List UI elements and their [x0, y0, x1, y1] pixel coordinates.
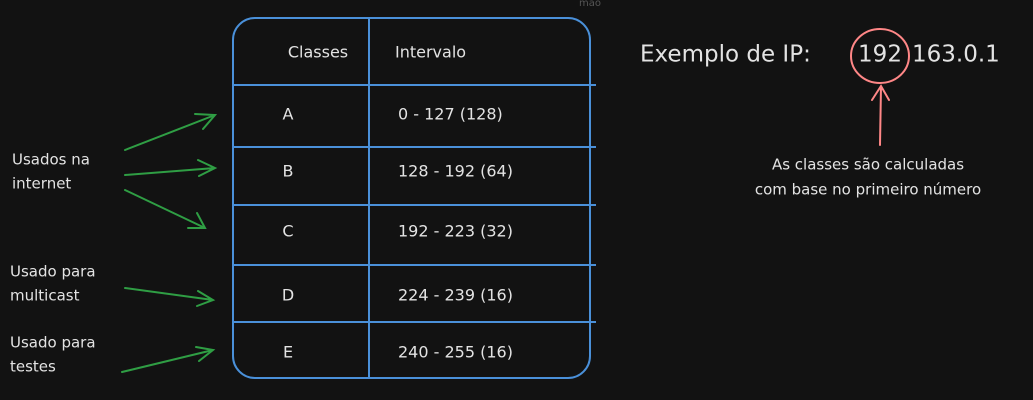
- table-border: [232, 17, 591, 379]
- example-label: Exemplo de IP:: [640, 42, 811, 68]
- class-cell: E: [283, 343, 293, 362]
- class-cell: D: [282, 286, 294, 305]
- note-line: com base no primeiro número: [755, 181, 981, 199]
- arrow: [124, 113, 218, 151]
- highlight-circle: [850, 28, 910, 84]
- arrow: [121, 346, 216, 373]
- annotation-line: multicast: [10, 287, 80, 305]
- arrow: [124, 159, 218, 177]
- annotation-line: Usado para: [10, 334, 96, 352]
- example-highlight: 192: [858, 42, 902, 68]
- interval-cell: 192 - 223 (32): [398, 222, 513, 241]
- example-rest: 163.0.1: [912, 42, 1000, 68]
- class-cell: C: [282, 222, 293, 241]
- annotation-line: testes: [10, 358, 56, 376]
- arrow: [124, 189, 207, 229]
- annotation-line: Usado para: [10, 263, 96, 281]
- note-arrow: [871, 84, 890, 146]
- header-cell: Classes: [288, 43, 348, 62]
- interval-cell: 128 - 192 (64): [398, 162, 513, 181]
- annotation-line: Usados na: [12, 151, 90, 169]
- class-cell: A: [283, 105, 294, 124]
- annotation-line: internet: [12, 175, 71, 193]
- header-cell: Intervalo: [395, 43, 466, 62]
- interval-cell: 0 - 127 (128): [398, 105, 503, 124]
- interval-cell: 240 - 255 (16): [398, 343, 513, 362]
- top-label: mao: [579, 0, 601, 9]
- interval-cell: 224 - 239 (16): [398, 286, 513, 305]
- note-line: As classes são calculadas: [772, 156, 964, 174]
- class-cell: B: [283, 162, 294, 181]
- arrow: [124, 287, 216, 307]
